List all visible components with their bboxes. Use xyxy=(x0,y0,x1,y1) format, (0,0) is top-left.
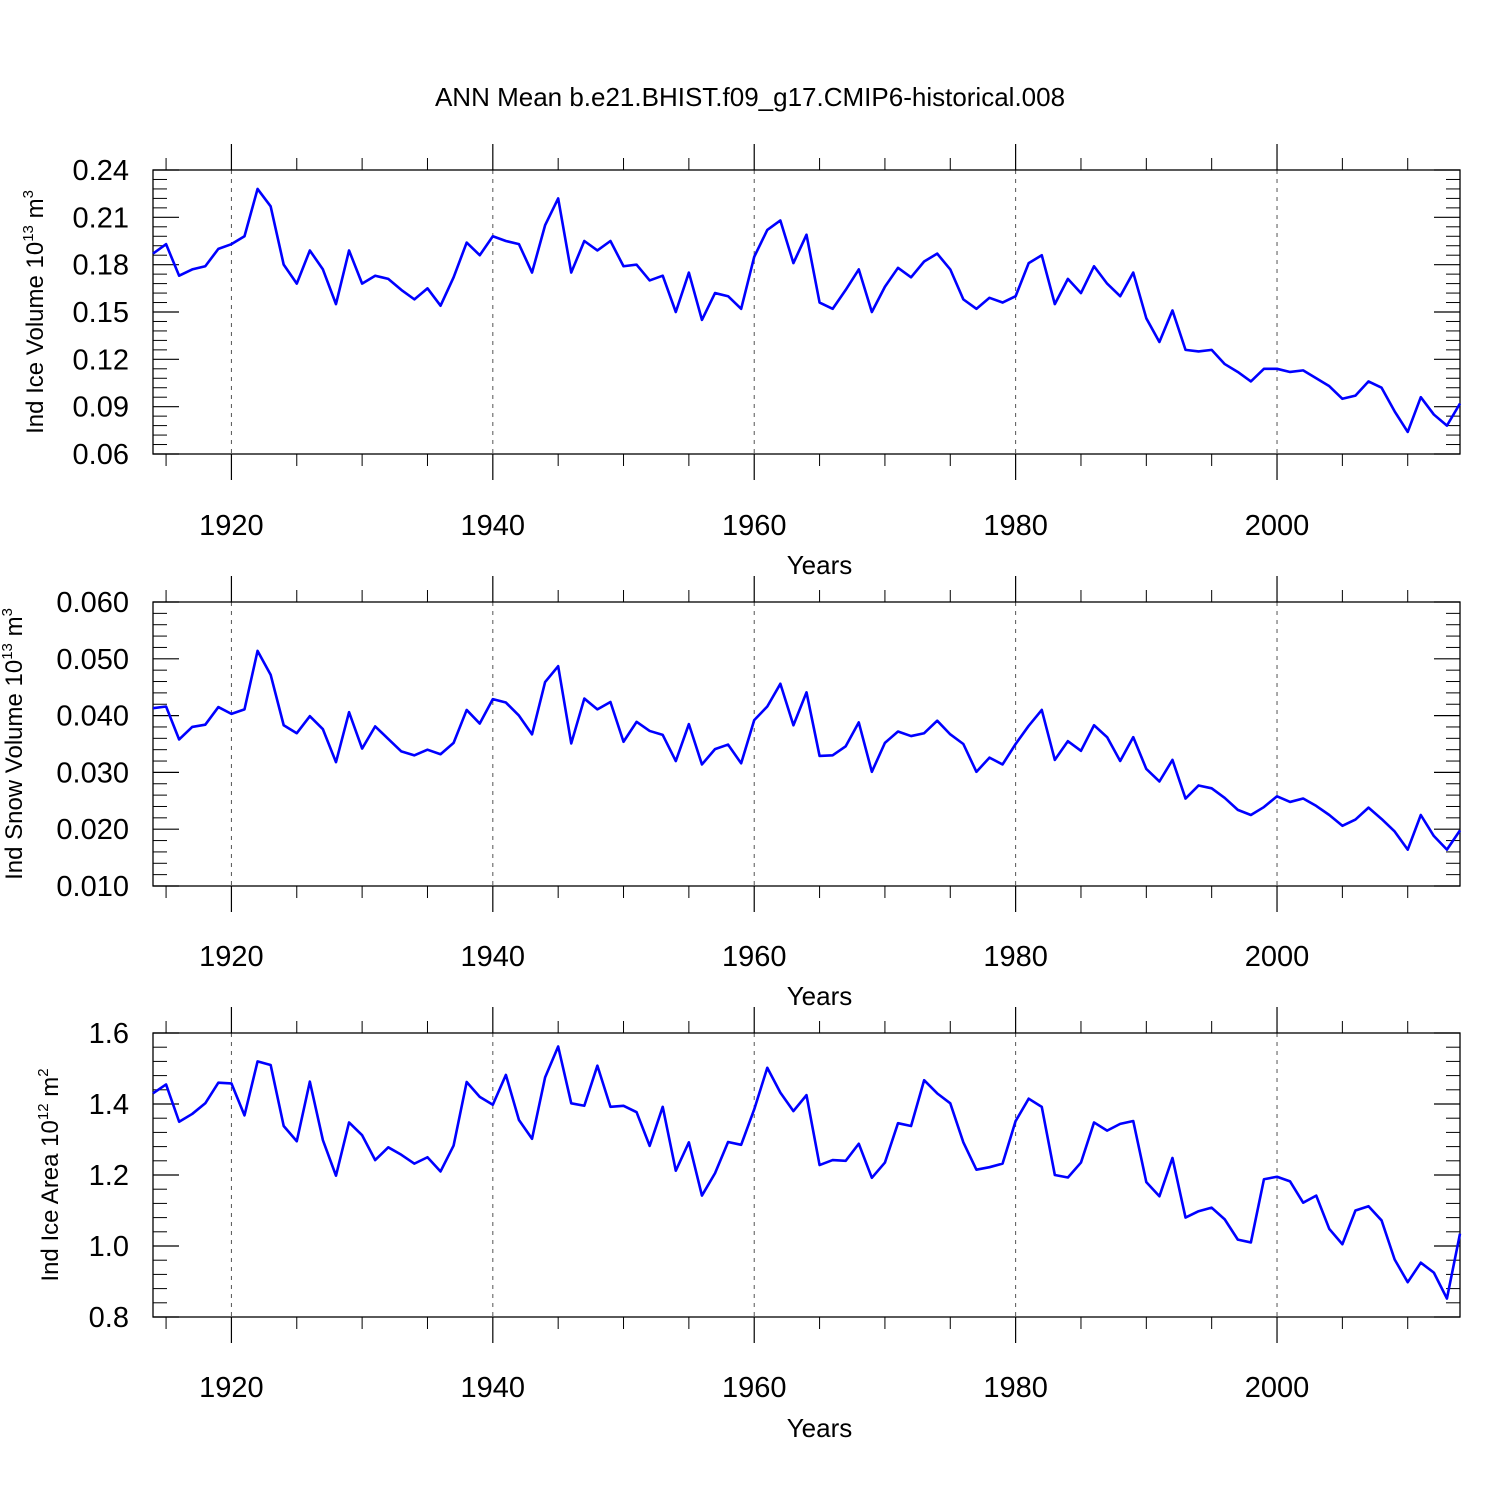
y-axis-label: Ind Ice Volume 1013 m3 xyxy=(20,190,49,434)
y-tick-label: 0.15 xyxy=(73,297,129,329)
figure-title: ANN Mean b.e21.BHIST.f09_g17.CMIP6-histo… xyxy=(435,82,1065,112)
x-tick-label: 2000 xyxy=(1245,1372,1310,1404)
y-axis-label-unit: m xyxy=(22,198,49,225)
x-tick-label: 1920 xyxy=(199,510,264,542)
y-axis-label: Ind Ice Area 1012 m2 xyxy=(35,1068,64,1281)
y-axis-label-unit-exponent: 3 xyxy=(20,190,37,198)
x-tick-label: 1940 xyxy=(461,510,526,542)
y-axis-label-text: Ind Ice Area 10 xyxy=(37,1120,64,1281)
x-tick-label: 1980 xyxy=(983,1372,1048,1404)
x-tick-label: 1920 xyxy=(199,1372,264,1404)
y-tick-label: 0.030 xyxy=(56,757,129,789)
series-line-snow-volume xyxy=(152,649,1462,851)
y-tick-label: 0.040 xyxy=(56,701,129,733)
y-axis-label-unit-exponent: 2 xyxy=(35,1068,52,1076)
x-tick-label: 1980 xyxy=(983,941,1048,973)
y-axis-label-text: Ind Ice Volume 10 xyxy=(22,242,49,434)
y-tick-label: 0.06 xyxy=(73,439,129,471)
y-axis-label-exponent: 13 xyxy=(20,225,37,242)
y-tick-label: 0.24 xyxy=(73,155,129,187)
y-tick-label: 0.020 xyxy=(56,814,129,846)
y-axis-label-unit: m xyxy=(1,616,28,643)
series-line-ice-area xyxy=(152,1045,1462,1300)
y-axis-label-unit-exponent: 3 xyxy=(0,608,16,616)
y-tick-label: 1.4 xyxy=(89,1089,129,1121)
plot-frame xyxy=(152,169,1461,455)
panel-ice-volume: 1920 1940 1960 1980 2000 0.24 0.21 0.18 0.15 0.12… xyxy=(20,144,1462,580)
y-tick-label: 1.6 xyxy=(89,1018,129,1050)
x-tick-label: 1920 xyxy=(199,941,264,973)
x-tick-label: 1960 xyxy=(722,941,787,973)
y-tick-label: 0.21 xyxy=(73,202,129,234)
x-tick-label: 1980 xyxy=(983,510,1048,542)
x-tick-label: 1940 xyxy=(461,941,526,973)
x-tick-label: 2000 xyxy=(1245,510,1310,542)
panel-ice-area: 1920 1940 1960 1980 2000 1.6 1.4 1.2 1.0 0.8 Years… xyxy=(35,1007,1462,1443)
y-axis-label-exponent: 12 xyxy=(35,1103,52,1120)
y-axis-label: Ind Snow Volume 1013 m3 xyxy=(0,608,28,880)
x-tick-label: 1960 xyxy=(722,510,787,542)
series-line-ice-volume xyxy=(152,187,1462,434)
y-axis-label-text: Ind Snow Volume 10 xyxy=(1,660,28,880)
plot-frame xyxy=(152,601,1461,887)
y-tick-label: 0.010 xyxy=(56,871,129,903)
x-axis-label: Years xyxy=(787,550,853,580)
y-tick-label: 1.0 xyxy=(89,1231,129,1263)
x-axis-label: Years xyxy=(787,1413,853,1443)
x-axis-label: Years xyxy=(787,981,853,1011)
y-tick-label: 0.050 xyxy=(56,644,129,676)
panel-snow-volume: 1920 1940 1960 1980 2000 0.060 0.050 0.040 0.030… xyxy=(0,576,1462,1011)
y-axis-label-unit: m xyxy=(37,1077,64,1104)
y-axis-label-exponent: 13 xyxy=(0,643,16,660)
plot-frame xyxy=(152,1032,1461,1318)
y-tick-label: 1.2 xyxy=(89,1160,129,1192)
y-tick-label: 0.8 xyxy=(89,1302,129,1334)
y-tick-label: 0.18 xyxy=(73,250,129,282)
y-tick-label: 0.09 xyxy=(73,392,129,424)
x-tick-label: 1940 xyxy=(461,1372,526,1404)
y-tick-label: 0.12 xyxy=(73,344,129,376)
y-tick-label: 0.060 xyxy=(56,587,129,619)
x-tick-label: 2000 xyxy=(1245,941,1310,973)
x-tick-label: 1960 xyxy=(722,1372,787,1404)
